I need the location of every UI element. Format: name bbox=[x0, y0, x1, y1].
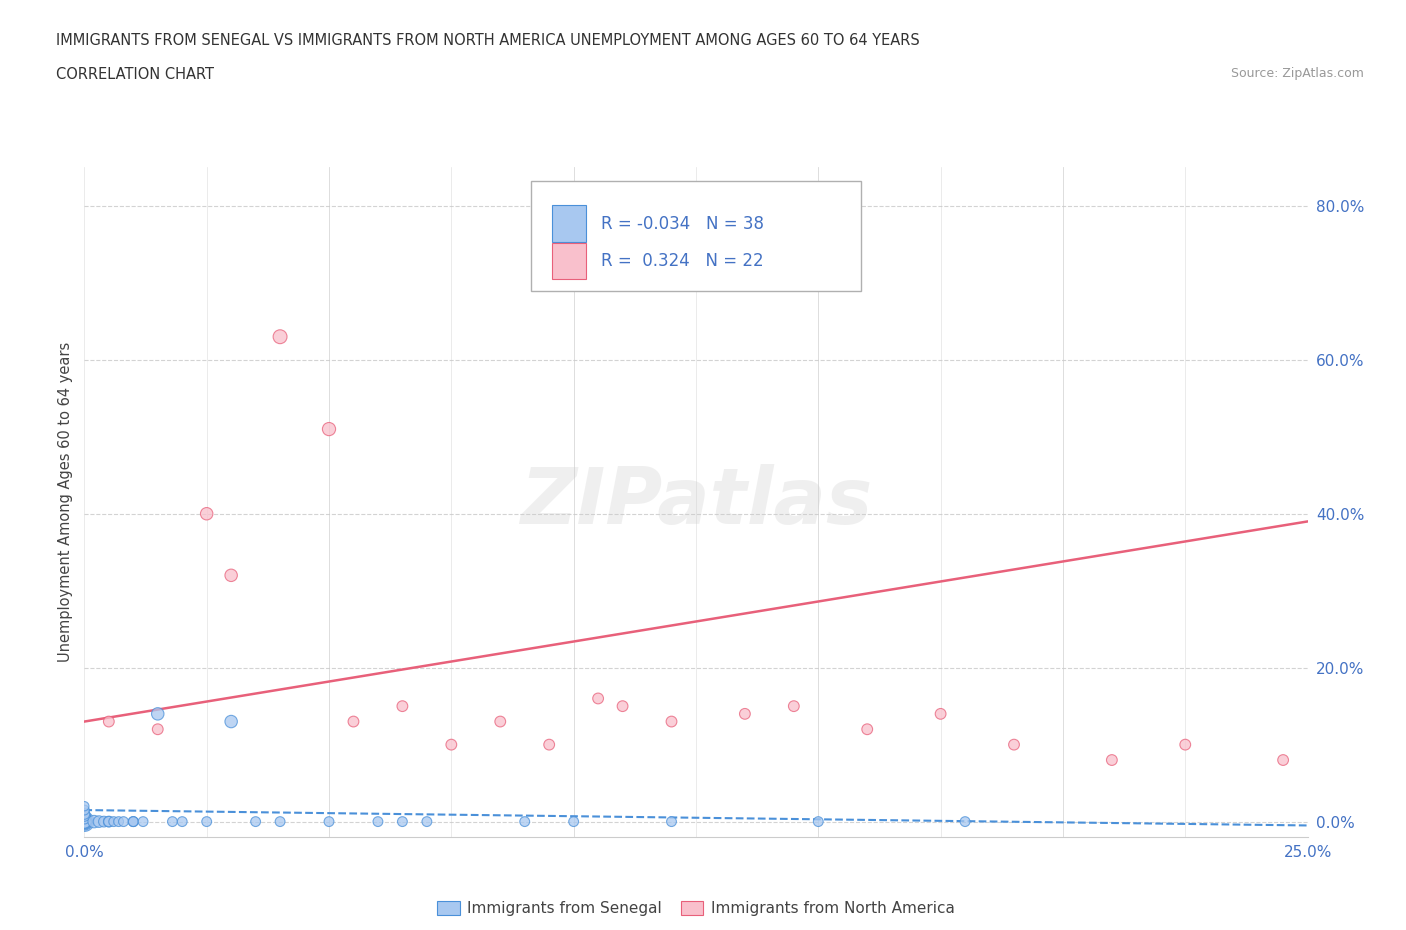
Point bbox=[97, 714, 120, 729]
Point bbox=[73, 808, 96, 823]
Point bbox=[172, 814, 194, 829]
Legend: Immigrants from Senegal, Immigrants from North America: Immigrants from Senegal, Immigrants from… bbox=[437, 901, 955, 916]
Point bbox=[73, 814, 96, 829]
Point bbox=[269, 329, 291, 344]
Point bbox=[513, 814, 536, 829]
Text: IMMIGRANTS FROM SENEGAL VS IMMIGRANTS FROM NORTH AMERICA UNEMPLOYMENT AMONG AGES: IMMIGRANTS FROM SENEGAL VS IMMIGRANTS FR… bbox=[56, 33, 920, 47]
Point bbox=[195, 814, 218, 829]
Text: R = -0.034   N = 38: R = -0.034 N = 38 bbox=[600, 215, 763, 232]
Point bbox=[146, 722, 169, 737]
Point bbox=[342, 714, 364, 729]
Point bbox=[929, 707, 952, 722]
Point bbox=[734, 707, 756, 722]
Point bbox=[219, 714, 242, 729]
Point bbox=[146, 707, 169, 722]
Point bbox=[73, 814, 96, 829]
Point bbox=[73, 806, 96, 821]
Point bbox=[391, 698, 413, 713]
Point bbox=[97, 814, 120, 829]
Point bbox=[807, 814, 830, 829]
Point bbox=[416, 814, 439, 829]
Point bbox=[93, 814, 115, 829]
Point bbox=[195, 506, 218, 521]
FancyBboxPatch shape bbox=[531, 180, 860, 291]
Point bbox=[132, 814, 155, 829]
Point bbox=[1002, 737, 1025, 752]
Point bbox=[103, 814, 125, 829]
Point bbox=[1272, 752, 1295, 767]
Point bbox=[87, 814, 110, 829]
Point bbox=[245, 814, 267, 829]
Point bbox=[440, 737, 463, 752]
Text: Source: ZipAtlas.com: Source: ZipAtlas.com bbox=[1230, 67, 1364, 80]
Text: R =  0.324   N = 22: R = 0.324 N = 22 bbox=[600, 252, 763, 270]
Point bbox=[73, 810, 96, 825]
Point bbox=[318, 814, 340, 829]
Point bbox=[122, 814, 145, 829]
Point bbox=[73, 803, 96, 817]
Point bbox=[318, 421, 340, 436]
Point bbox=[586, 691, 609, 706]
Point bbox=[112, 814, 135, 829]
Point bbox=[562, 814, 585, 829]
Point bbox=[661, 714, 683, 729]
FancyBboxPatch shape bbox=[551, 243, 586, 279]
Text: CORRELATION CHART: CORRELATION CHART bbox=[56, 67, 214, 82]
Point bbox=[122, 814, 145, 829]
Point bbox=[1174, 737, 1197, 752]
Point bbox=[73, 814, 96, 829]
Point bbox=[97, 814, 120, 829]
Point bbox=[73, 799, 96, 814]
Point bbox=[661, 814, 683, 829]
Point bbox=[1101, 752, 1123, 767]
Y-axis label: Unemployment Among Ages 60 to 64 years: Unemployment Among Ages 60 to 64 years bbox=[58, 342, 73, 662]
Point bbox=[83, 814, 105, 829]
Point bbox=[107, 814, 129, 829]
Point bbox=[269, 814, 291, 829]
Point bbox=[612, 698, 634, 713]
Point bbox=[122, 814, 145, 829]
Point bbox=[391, 814, 413, 829]
Point bbox=[219, 568, 242, 583]
Point bbox=[538, 737, 561, 752]
Point bbox=[73, 814, 96, 829]
Point bbox=[856, 722, 879, 737]
Point bbox=[783, 698, 806, 713]
Point bbox=[73, 814, 96, 829]
Point bbox=[367, 814, 389, 829]
Text: ZIPatlas: ZIPatlas bbox=[520, 464, 872, 540]
Point bbox=[162, 814, 184, 829]
Point bbox=[489, 714, 512, 729]
FancyBboxPatch shape bbox=[551, 206, 586, 242]
Point bbox=[953, 814, 976, 829]
